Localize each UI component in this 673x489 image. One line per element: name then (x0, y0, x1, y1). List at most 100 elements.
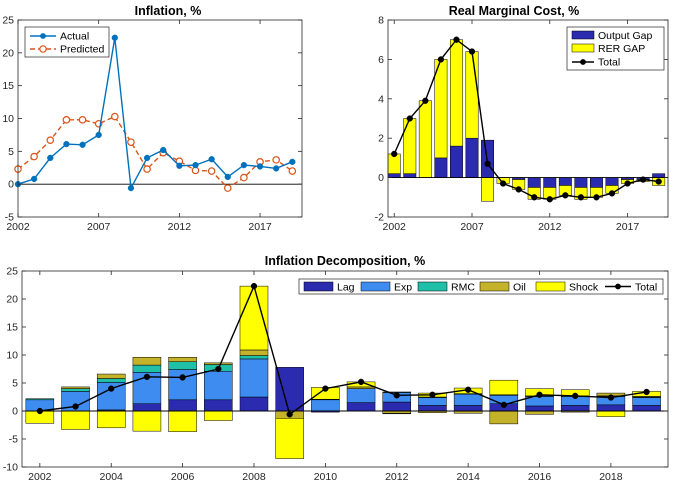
legend-total-marker (580, 59, 586, 65)
rmc-total-point (468, 48, 476, 55)
inflation-actual-point (256, 163, 264, 170)
inflation-actual-point (47, 154, 54, 162)
inflation-actual-point (160, 146, 167, 154)
inflation-actual-point (30, 175, 38, 183)
legend-total-marker (615, 283, 621, 290)
inflation-actual-point (79, 141, 86, 148)
inflation-actual-point (63, 140, 70, 148)
inflation-predicted-point (127, 138, 135, 146)
legend-total-label: Total (635, 282, 657, 294)
decomp-bar-lag (239, 396, 269, 412)
inflation-predicted-point (143, 165, 151, 173)
rmc-total-point (608, 190, 616, 197)
decomp-total-point (357, 378, 365, 386)
decomp-bar-exp (311, 399, 340, 412)
decomp-bar-exp (346, 388, 376, 403)
decomp-bar-exp (239, 358, 269, 398)
decomp-bar-lag (168, 399, 197, 412)
decomp-bar-exp (418, 397, 447, 406)
rmc-total-point (484, 160, 491, 167)
decomp-bar-shock (596, 410, 626, 417)
decomp-bar-lag (596, 404, 626, 412)
decomp-total-point (572, 392, 579, 400)
decomp-bar-oil (168, 356, 197, 362)
inflation-predicted-point (46, 136, 55, 144)
legend-shock-label: Shock (569, 282, 599, 294)
inflation-xtick-label: 2012 (168, 221, 192, 233)
legend-output-gap-label: Output Gap (598, 30, 652, 42)
legend-actual-label: Actual (60, 31, 89, 43)
inflation-actual-point (208, 156, 215, 163)
decomp-bar-exp (453, 393, 483, 406)
decomp-total-line (39, 283, 647, 416)
decomp-bar-lag (204, 399, 233, 412)
inflation-xtick-label: 2017 (248, 221, 272, 233)
rmc-bar-output-gap (449, 145, 463, 178)
rmc-total-point (406, 115, 413, 122)
decomp-bar-shock (132, 410, 162, 432)
rmc-total-point (515, 186, 522, 193)
decomp-bar-lag (382, 401, 412, 412)
rmc-bar-output-gap (527, 177, 541, 188)
decomp-total-point (464, 386, 472, 393)
decomp-bar-oil (239, 349, 269, 356)
inflation-actual-point (95, 131, 102, 139)
inflation-ytick-label: 15 (2, 80, 14, 92)
decomp-bar-shock (275, 418, 304, 459)
rmc-bar-output-gap (652, 173, 666, 178)
decomp-bar-exp (168, 369, 197, 401)
rmc-total-point (422, 97, 429, 104)
decomp-bar-oil (346, 386, 376, 389)
rmc-bar-rer-gap (465, 51, 479, 139)
inflation-predicted-point (78, 116, 87, 124)
rmc-bar-rer-gap (449, 39, 463, 147)
inflation-actual-point (289, 158, 296, 165)
decomp-plot-area (22, 271, 668, 467)
rmc-total-point (655, 178, 662, 185)
decomp-bar-shock (239, 285, 269, 351)
decomp-ytick-label: 20 (6, 294, 18, 306)
rmc-total-point (453, 36, 460, 43)
rmc-total-point (593, 194, 600, 201)
inflation-xtick-label: 2002 (6, 221, 30, 233)
decomp-total-point (250, 282, 258, 290)
decomposition-chart-title: Inflation Decomposition, % (265, 254, 425, 268)
inflation-actual-point (176, 162, 183, 169)
decomp-axes-box (21, 270, 669, 468)
inflation-predicted-point (288, 167, 297, 175)
rmc-total-point (577, 194, 585, 201)
legend-predicted-label: Predicted (60, 44, 105, 56)
rmc-bar-output-gap (558, 177, 572, 186)
decomp-xtick-label: 2016 (528, 471, 552, 483)
decomp-ytick-label: 25 (6, 266, 18, 278)
decomposition-chart: 2002 2004 2006 2008 2010 2012 2014 2016 2018-10-… (3, 266, 669, 483)
inflation-actual-point (273, 165, 280, 172)
legend-lag-swatch (303, 281, 334, 292)
decomp-bar-shock (96, 410, 126, 429)
decomp-total-point (643, 388, 650, 396)
inflation-ytick-label: 0 (8, 179, 14, 191)
decomp-ytick-label: 15 (6, 322, 18, 334)
rmc-total-point (546, 196, 553, 203)
rmc-xtick-label: 2017 (616, 221, 640, 233)
rmc-bar-output-gap (574, 177, 588, 188)
rmc-total-point (639, 176, 647, 183)
decomp-xtick-label: 2002 (28, 471, 52, 483)
inflation-predicted-point (111, 112, 119, 121)
decomp-bar-rmc (132, 364, 162, 373)
rmc-bar-output-gap (387, 173, 401, 178)
inflation-legend-box (24, 26, 110, 58)
inflation-xtick-label: 2007 (87, 221, 111, 233)
legend-output-gap-swatch (571, 30, 595, 40)
legend-rer-gap-swatch (571, 43, 595, 53)
decomp-xtick-label: 2004 (100, 471, 124, 483)
rmc-bar-output-gap (589, 177, 603, 188)
decomp-total-point (500, 401, 507, 408)
rmc-total-point (531, 194, 538, 201)
rmc-total-point (562, 192, 569, 199)
rmc-ytick-label: 8 (378, 15, 384, 27)
inflation-predicted-point (240, 173, 248, 182)
inflation-actual-point (143, 154, 151, 162)
